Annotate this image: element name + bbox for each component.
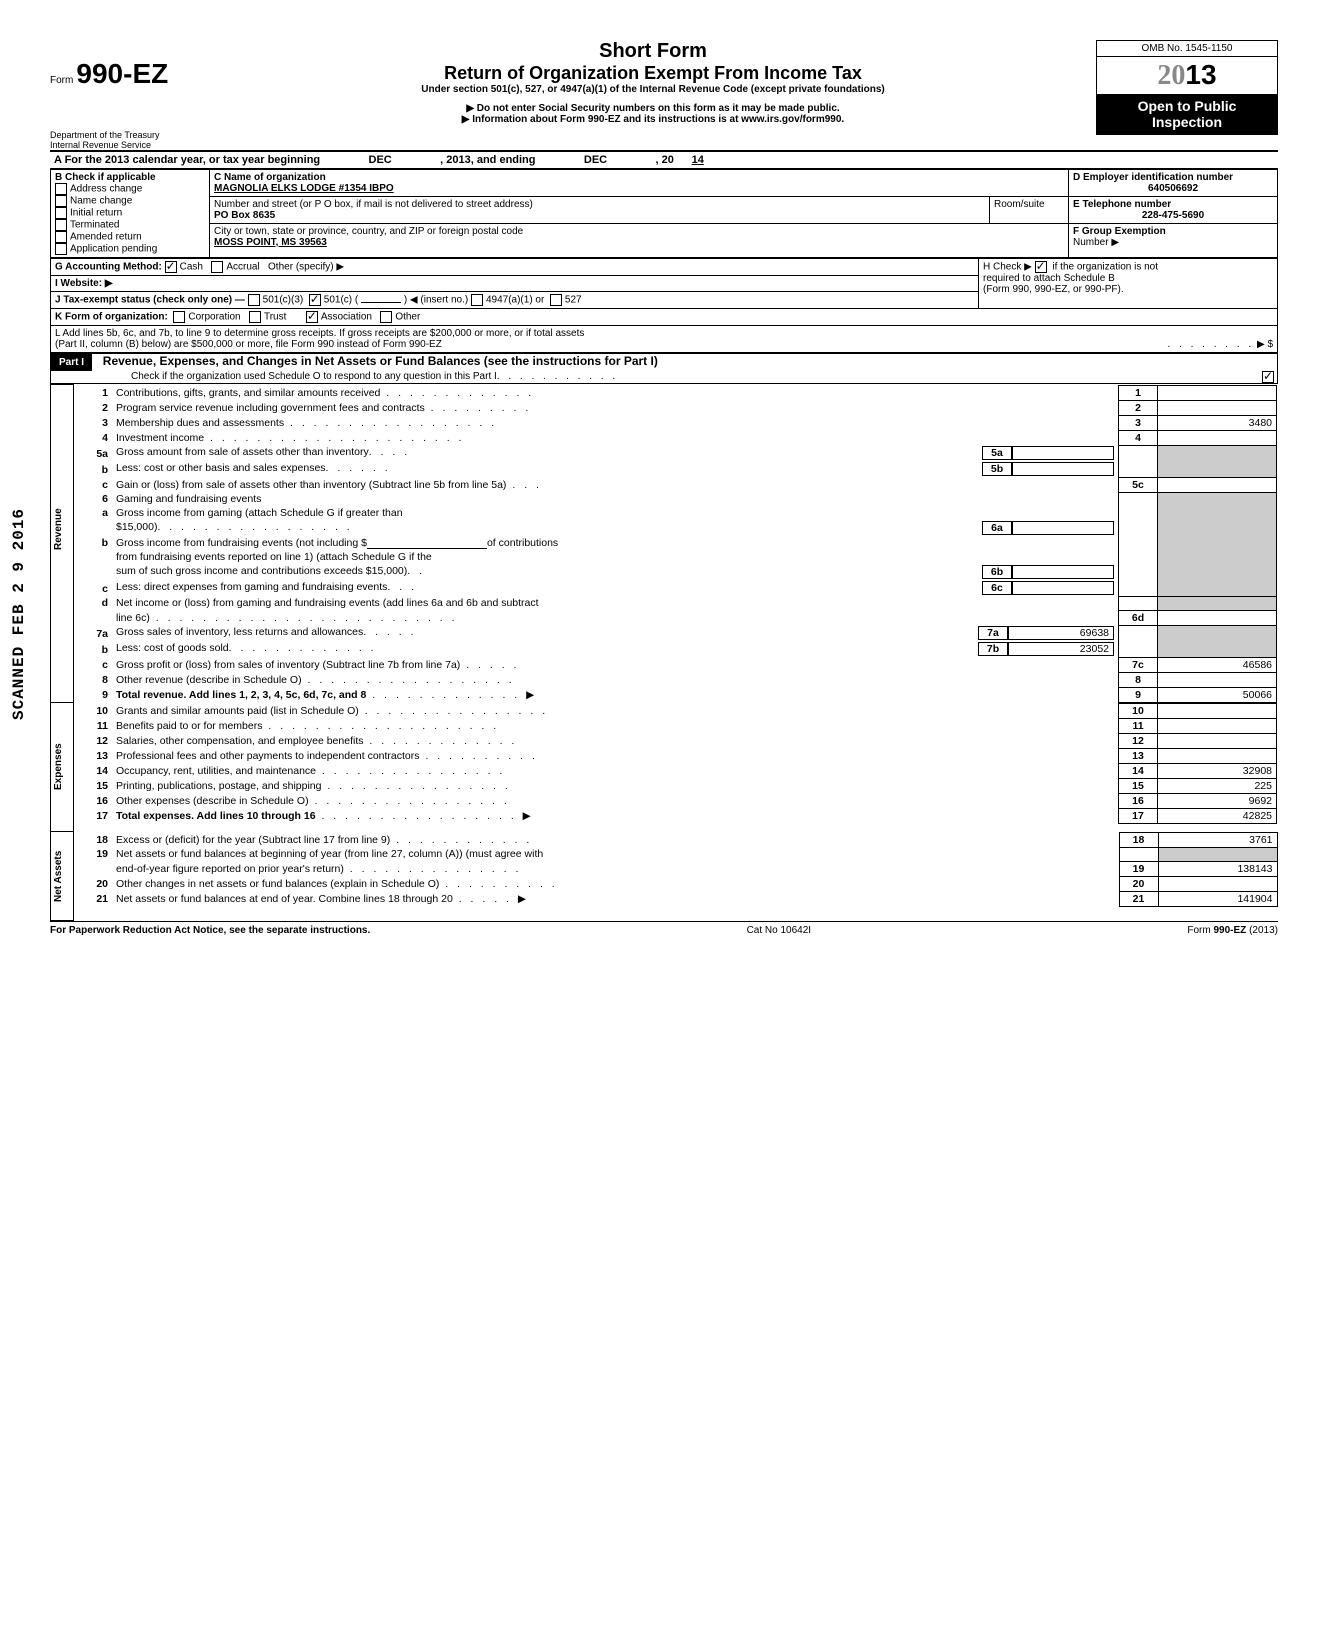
line-a: A For the 2013 calendar year, or tax yea… bbox=[50, 150, 1278, 169]
short-form-title: Short Form bbox=[220, 40, 1086, 63]
period-end-year: 14 bbox=[674, 154, 704, 166]
section-f: F Group Exemption Number ▶ bbox=[1069, 224, 1278, 258]
check-h[interactable] bbox=[1035, 261, 1047, 273]
val-7a: 69638 bbox=[1008, 626, 1114, 640]
check-amended[interactable] bbox=[55, 231, 67, 243]
val-19: 138143 bbox=[1158, 861, 1277, 876]
lines-g-l: G Accounting Method: Cash Accrual Other … bbox=[50, 258, 1278, 353]
info-table: B Check if applicable Address change Nam… bbox=[50, 169, 1278, 258]
line-i: I Website: ▶ bbox=[51, 276, 979, 292]
check-terminated[interactable] bbox=[55, 219, 67, 231]
part1-title: Revenue, Expenses, and Changes in Net As… bbox=[95, 354, 658, 368]
val-3: 3480 bbox=[1158, 415, 1277, 430]
val-16: 9692 bbox=[1158, 793, 1277, 808]
city-state-zip: MOSS POINT, MS 39563 bbox=[214, 237, 1064, 248]
check-name-change[interactable] bbox=[55, 195, 67, 207]
section-e: E Telephone number 228-475-5690 bbox=[1069, 197, 1278, 224]
val-9: 50066 bbox=[1158, 687, 1277, 702]
check-address-change[interactable] bbox=[55, 183, 67, 195]
footer-right: Form 990-EZ (2013) bbox=[1187, 925, 1278, 936]
org-name: MAGNOLIA ELKS LODGE #1354 IBPO bbox=[214, 183, 1064, 194]
form-label-block: Form 990-EZ Department of the Treasury I… bbox=[50, 40, 210, 150]
ein-value: 640506692 bbox=[1073, 183, 1273, 194]
val-15: 225 bbox=[1158, 778, 1277, 793]
omb-number: OMB No. 1545-1150 bbox=[1097, 41, 1277, 57]
dept-treasury: Department of the Treasury bbox=[50, 130, 210, 140]
section-c-name: C Name of organization MAGNOLIA ELKS LOD… bbox=[210, 170, 1069, 197]
section-b: B Check if applicable Address change Nam… bbox=[51, 170, 210, 258]
check-accrual[interactable] bbox=[211, 261, 223, 273]
check-501c3[interactable] bbox=[248, 294, 260, 306]
line-k: K Form of organization: Corporation Trus… bbox=[51, 309, 1278, 326]
right-box: OMB No. 1545-1150 2013 Open to Public In… bbox=[1096, 40, 1278, 135]
main-title: Return of Organization Exempt From Incom… bbox=[220, 63, 1086, 84]
check-application-pending[interactable] bbox=[55, 243, 67, 255]
form-header: Form 990-EZ Department of the Treasury I… bbox=[50, 40, 1278, 150]
tax-year: 2013 bbox=[1097, 57, 1277, 94]
open-to-public: Open to Public Inspection bbox=[1097, 94, 1277, 134]
section-d: D Employer identification number 6405066… bbox=[1069, 170, 1278, 197]
form-prefix: Form bbox=[50, 75, 73, 86]
period-end-month: DEC bbox=[536, 154, 656, 166]
section-c-city: City or town, state or province, country… bbox=[210, 224, 1069, 258]
line-h: H Check ▶ if the organization is not req… bbox=[979, 259, 1278, 309]
val-18: 3761 bbox=[1158, 832, 1277, 847]
expenses-label: Expenses bbox=[51, 703, 66, 831]
part1-header: Part I Revenue, Expenses, and Changes in… bbox=[50, 353, 1278, 384]
scanned-stamp: SCANNED FEB 2 9 2016 bbox=[10, 508, 28, 720]
room-suite: Room/suite bbox=[990, 197, 1069, 224]
check-initial-return[interactable] bbox=[55, 207, 67, 219]
period-begin-month: DEC bbox=[320, 154, 440, 166]
val-7b: 23052 bbox=[1008, 642, 1114, 656]
check-501c[interactable] bbox=[309, 294, 321, 306]
ssn-notice: ▶ Do not enter Social Security numbers o… bbox=[220, 103, 1086, 114]
po-box: PO Box 8635 bbox=[214, 210, 985, 221]
check-assoc[interactable] bbox=[306, 311, 318, 323]
val-21: 141904 bbox=[1158, 891, 1277, 906]
val-17: 42825 bbox=[1158, 808, 1277, 823]
check-527[interactable] bbox=[550, 294, 562, 306]
part1-body: Revenue 1Contributions, gifts, grants, a… bbox=[50, 384, 1278, 921]
subtitle: Under section 501(c), 527, or 4947(a)(1)… bbox=[220, 84, 1086, 95]
check-schedule-o[interactable] bbox=[1262, 371, 1274, 383]
val-7c: 46586 bbox=[1158, 657, 1277, 672]
line-j: J Tax-exempt status (check only one) — 5… bbox=[51, 292, 979, 309]
val-14: 32908 bbox=[1158, 763, 1277, 778]
check-trust[interactable] bbox=[249, 311, 261, 323]
line-g: G Accounting Method: Cash Accrual Other … bbox=[51, 259, 979, 276]
revenue-label: Revenue bbox=[51, 385, 66, 673]
check-corp[interactable] bbox=[173, 311, 185, 323]
footer: For Paperwork Reduction Act Notice, see … bbox=[50, 921, 1278, 936]
line-l: L Add lines 5b, 6c, and 7b, to line 9 to… bbox=[51, 326, 1278, 353]
part1-check-o-text: Check if the organization used Schedule … bbox=[131, 371, 497, 383]
footer-left: For Paperwork Reduction Act Notice, see … bbox=[50, 925, 370, 936]
info-notice: ▶ Information about Form 990-EZ and its … bbox=[220, 114, 1086, 125]
title-block: Short Form Return of Organization Exempt… bbox=[210, 40, 1096, 125]
form-number: 990-EZ bbox=[76, 58, 168, 89]
footer-mid: Cat No 10642I bbox=[747, 925, 812, 936]
part1-label: Part I bbox=[51, 354, 92, 371]
dept-irs: Internal Revenue Service bbox=[50, 140, 210, 150]
check-4947[interactable] bbox=[471, 294, 483, 306]
section-c-addr: Number and street (or P O box, if mail i… bbox=[210, 197, 990, 224]
check-other-org[interactable] bbox=[380, 311, 392, 323]
phone-value: 228-475-5690 bbox=[1073, 210, 1273, 221]
netassets-label: Net Assets bbox=[51, 832, 66, 920]
check-cash[interactable] bbox=[165, 261, 177, 273]
